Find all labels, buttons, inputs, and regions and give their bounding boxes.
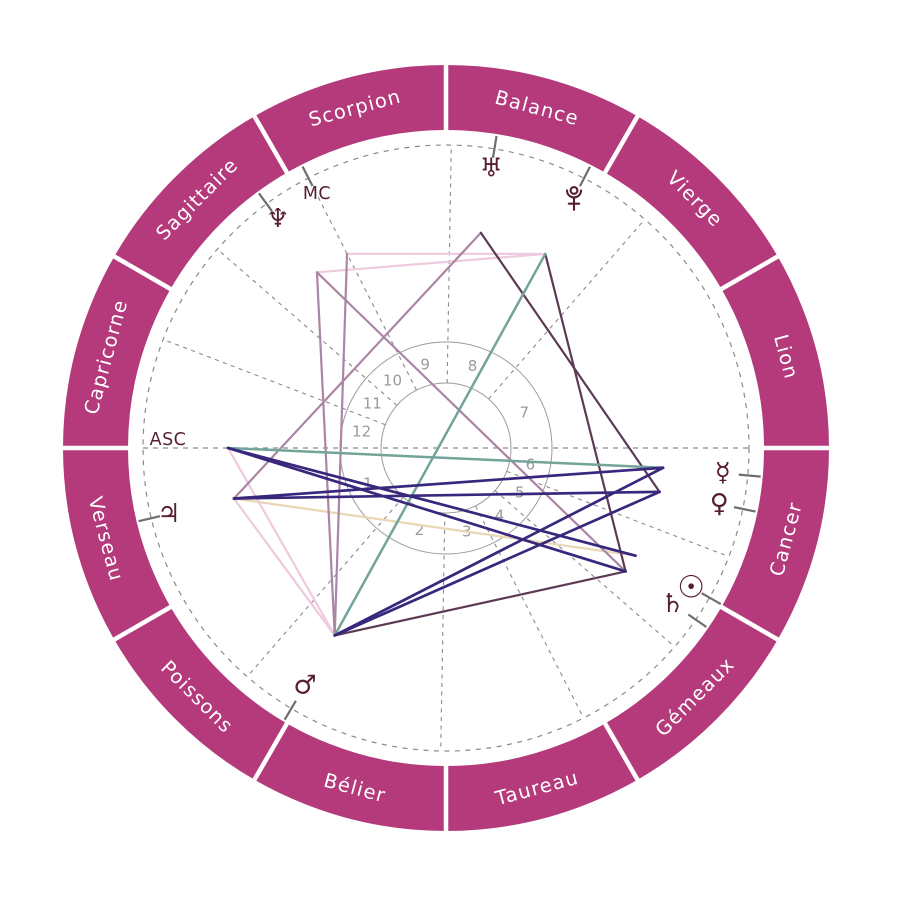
house-cusp-line [218,250,398,406]
planet-tick [578,166,591,187]
sign-separator [719,604,780,642]
aspect-line-mc-mars [333,252,349,637]
planet-tick [687,613,708,628]
house-number-6: 6 [526,455,536,473]
sign-separator [602,114,640,175]
sign-separator [602,721,640,782]
planet-tick [258,192,273,212]
aspect-line-neptune-mars [315,271,336,637]
aspect-line-asc-mercury [226,446,665,470]
planet-glyph-uranus: ♅ [480,154,503,184]
planet-tick [301,165,314,187]
planet-glyph-jupiter: ♃ [157,499,180,529]
planet-tick [283,700,297,721]
house-number-5: 5 [515,483,525,501]
house-number-4: 4 [495,506,505,524]
planet-tick [138,515,161,523]
sign-separator [112,254,173,292]
sign-separator [252,114,290,175]
house-cusp-line [506,470,728,557]
aspect-line-asc-sun [226,446,637,558]
aspect-line-pluto-mars [333,252,547,637]
sign-separator [112,604,173,642]
point-label-asc: ASC [150,430,187,450]
aspect-line-pluto-saturn [544,252,627,573]
planet-glyph-mars: ♂ [293,670,316,700]
aspect-line-mars-venus [333,490,661,637]
aspect-line-mars-saturn [333,570,627,637]
sign-separator [719,254,780,292]
planet-glyph-mercury: ☿ [715,458,731,488]
planet-glyph-venus: ♀ [710,489,729,519]
house-cusp-line [308,179,417,391]
aspect-line-uranus-venus [479,231,661,493]
sign-separator [252,721,290,782]
planet-glyph-pluto [565,186,583,211]
house-cusp-line [494,490,674,646]
house-inner-circle [380,382,512,514]
house-cusp-line [248,496,404,676]
aspect-line-mars-mercury [333,466,665,637]
planet-tick [701,592,722,606]
point-label-mc: MC [303,184,331,204]
planet-tick [491,135,498,158]
house-number-2: 2 [415,521,425,539]
aspect-line-asc-saturn [226,446,628,573]
house-number-8: 8 [468,357,478,375]
aspect-line-jupiter-mars [232,497,336,637]
house-number-7: 7 [519,403,529,421]
house-number-12: 12 [352,423,371,441]
planet-tick [733,506,756,513]
house-cusp-line [475,505,584,717]
house-number-10: 10 [383,372,402,390]
zodiac-dashed-circle [142,144,750,752]
aspect-line-jupiter-venus [232,490,661,500]
house-cusp-line [164,339,386,426]
planet-glyph-neptune: ♆ [266,204,289,234]
planet-glyph-saturn: ♄ [661,589,684,619]
house-number-9: 9 [420,356,430,374]
aspect-line-asc-mars [226,446,336,637]
house-cusp-line [446,147,452,384]
aspect-line-neptune-saturn [315,271,627,573]
aspect-line-uranus-jupiter [232,231,482,500]
aspect-line-jupiter-mercury [232,466,665,500]
house-cusp-line [488,220,644,400]
house-number-11: 11 [363,395,382,413]
aspect-line-neptune-pluto [315,252,547,274]
planet-tick [738,473,761,478]
planet-glyph-sun: ☉ [677,569,705,605]
aspect-line-jupiter-sun [232,497,637,557]
house-cusp-line [440,512,446,749]
